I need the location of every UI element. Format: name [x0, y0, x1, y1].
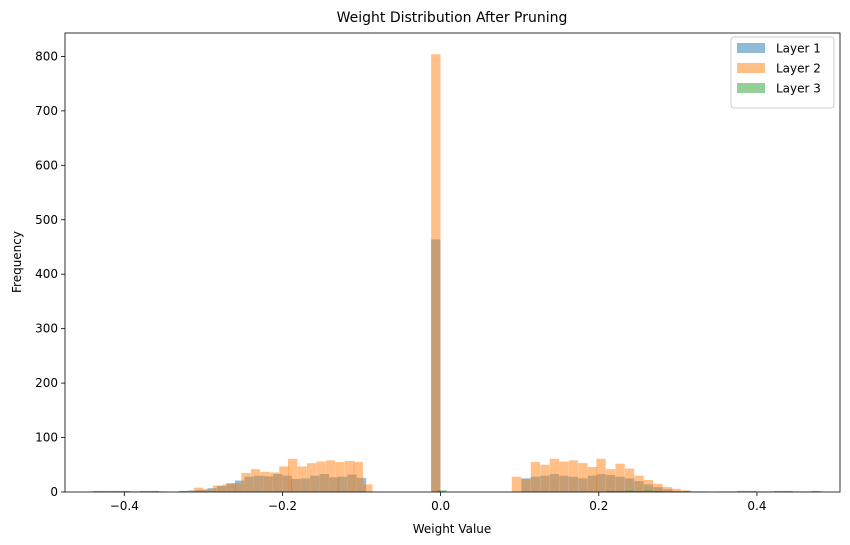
histogram-bar — [634, 490, 644, 492]
histogram-bar — [624, 490, 635, 492]
legend-label: Layer 1 — [776, 42, 821, 56]
histogram-bar — [653, 483, 663, 492]
histogram-bar — [671, 488, 681, 492]
y-tick-label: 0 — [50, 485, 58, 499]
legend-swatch — [737, 43, 765, 53]
series-1 — [154, 239, 681, 492]
histogram-bar — [203, 489, 213, 492]
histogram-bar — [587, 466, 598, 492]
histogram-bar — [511, 476, 522, 492]
histogram-bar — [335, 462, 345, 492]
histogram-bar — [615, 463, 625, 492]
x-axis-label: Weight Value — [413, 522, 492, 536]
histogram-bar — [260, 471, 270, 492]
histogram-bar — [653, 490, 663, 492]
histogram-bar — [178, 490, 189, 492]
x-tick-label: −0.4 — [110, 499, 139, 513]
histogram-bar — [559, 461, 569, 492]
histogram-bar — [193, 487, 204, 492]
legend-label: Layer 3 — [776, 82, 821, 96]
histogram-bar — [431, 54, 441, 492]
y-tick-label: 500 — [35, 213, 58, 227]
histogram-bar — [111, 490, 121, 492]
histogram-bar — [325, 460, 336, 492]
histogram-bar — [344, 460, 355, 492]
y-tick-label: 800 — [35, 49, 58, 63]
series-3 — [92, 490, 821, 492]
histogram-bar — [643, 490, 654, 492]
ticks-layer: −0.4 −0.2 0.0 0.2 0.4 0 100 200 300 400 500 600 700 8… — [35, 49, 766, 513]
histogram-bar — [643, 480, 654, 492]
histogram-bar — [783, 490, 794, 492]
histogram-bar — [140, 490, 150, 492]
x-tick-label: −0.2 — [268, 499, 297, 513]
histogram-bar — [269, 472, 280, 492]
histogram-bar — [92, 490, 103, 492]
histogram-bar — [121, 490, 131, 492]
histogram-bar — [578, 463, 588, 492]
histogram-bar — [437, 490, 447, 492]
histogram-bar — [605, 490, 616, 492]
histogram-bar — [353, 462, 363, 492]
histogram-bar — [605, 469, 616, 492]
histogram-bar — [102, 490, 112, 492]
histogram-bar — [549, 458, 560, 492]
histogram-bar — [279, 466, 289, 492]
histogram-bar — [231, 483, 242, 492]
series-2 — [193, 54, 691, 492]
histogram-bar — [297, 466, 307, 492]
histogram-bar — [241, 472, 251, 492]
x-tick-label: 0.2 — [589, 499, 608, 513]
y-tick-label: 700 — [35, 104, 58, 118]
bars-layer — [92, 54, 821, 492]
histogram-bar — [288, 458, 298, 492]
histogram-bar — [316, 461, 326, 492]
plot-area-frame — [64, 32, 841, 493]
histogram-bar — [521, 478, 531, 492]
histogram-bar — [568, 460, 579, 492]
y-tick-label: 200 — [35, 376, 58, 390]
histogram-bar — [363, 484, 373, 492]
histogram-bar — [624, 468, 635, 492]
histogram-bar — [222, 484, 232, 492]
histogram-bar — [188, 490, 198, 492]
histogram-bar — [149, 490, 159, 492]
histogram-bar — [530, 462, 541, 492]
histogram-bar — [634, 475, 644, 492]
histogram-bar — [212, 485, 223, 492]
histogram-bar — [662, 487, 673, 492]
y-tick-label: 300 — [35, 322, 58, 336]
x-tick-label: 0.0 — [431, 499, 450, 513]
histogram-bar — [774, 490, 784, 492]
histogram-bar — [746, 490, 757, 492]
histogram-bar — [250, 469, 261, 492]
y-tick-label: 100 — [35, 431, 58, 445]
histogram-bar — [681, 490, 691, 492]
y-axis-label: Frequency — [10, 231, 24, 293]
legend: Layer 1 Layer 2 Layer 3 — [730, 36, 835, 109]
legend-swatch — [737, 63, 765, 73]
legend-swatch — [737, 83, 765, 93]
y-tick-label: 600 — [35, 158, 58, 172]
histogram-bar — [540, 464, 550, 492]
histogram-bar — [615, 490, 625, 492]
legend-label: Layer 2 — [776, 62, 821, 76]
y-tick-label: 400 — [35, 267, 58, 281]
histogram-bar — [596, 458, 606, 492]
x-tick-label: 0.4 — [747, 499, 766, 513]
histogram-bar — [811, 490, 821, 492]
histogram-bar — [737, 490, 747, 492]
chart-title: Weight Distribution After Pruning — [337, 10, 568, 26]
histogram-bar — [306, 463, 317, 492]
